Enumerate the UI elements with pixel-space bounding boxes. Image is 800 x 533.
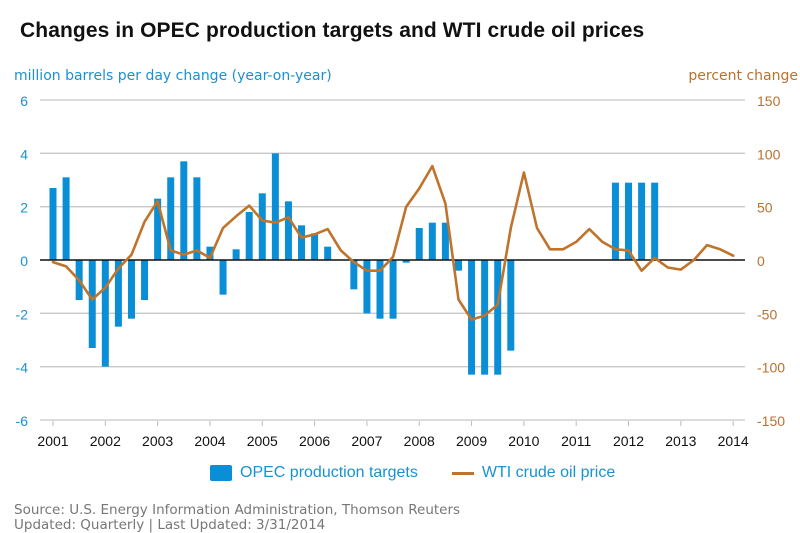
opec-bar [127, 260, 135, 319]
left-tick-label: -6 [16, 413, 29, 429]
x-tick-label: 2006 [299, 433, 330, 449]
opec-bar [219, 260, 227, 295]
x-tick-label: 2009 [456, 433, 487, 449]
opec-bar [350, 260, 358, 290]
wti-line [51, 164, 735, 322]
x-tick-label: 2012 [613, 433, 644, 449]
x-tick-label: 2014 [718, 433, 749, 449]
legend-line-label: WTI crude oil price [481, 464, 616, 481]
opec-bar [507, 260, 515, 351]
opec-bar [376, 260, 384, 319]
opec-bar [389, 260, 397, 319]
opec-bar [428, 222, 436, 260]
right-tick-label: -100 [757, 360, 785, 376]
opec-bar [441, 222, 449, 260]
opec-bar [232, 249, 240, 260]
source-note: Source: U.S. Energy Information Administ… [14, 502, 461, 518]
x-tick-label: 2011 [561, 433, 591, 449]
opec-bar [245, 212, 253, 260]
opec-bar [651, 182, 659, 260]
x-tick-label: 2010 [508, 433, 539, 449]
opec-bar [141, 260, 149, 300]
left-axis-label: million barrels per day change (year-on-… [14, 68, 332, 84]
x-tick-label: 2008 [404, 433, 435, 449]
opec-bar [193, 177, 201, 260]
opec-bar [415, 228, 423, 260]
x-tick-label: 2013 [665, 433, 696, 449]
x-tick-label: 2007 [351, 433, 382, 449]
chart-title: Changes in OPEC production targets and W… [20, 19, 645, 42]
footer: Source: U.S. Energy Information Administ… [14, 503, 460, 533]
opec-bar [258, 193, 266, 260]
opec-bar [324, 246, 332, 260]
legend-line-swatch [451, 471, 474, 475]
legend: OPEC production targets WTI crude oil pr… [210, 464, 615, 482]
update-note: Updated: Quarterly | Last Updated: 3/31/… [14, 517, 326, 533]
x-tick-label: 2004 [194, 433, 225, 449]
opec-bar [154, 198, 162, 260]
opec-bar [167, 177, 175, 260]
opec-bar [62, 177, 70, 260]
right-tick-label: -50 [757, 306, 777, 322]
right-tick-label: 100 [757, 146, 781, 162]
x-tick-label: 2001 [37, 433, 68, 449]
opec-bar [49, 188, 57, 260]
opec-bar [638, 182, 646, 260]
right-axis-label: percent change [688, 68, 798, 84]
left-tick-label: 2 [20, 200, 28, 216]
left-tick-label: 6 [20, 93, 28, 109]
left-tick-label: 4 [20, 146, 28, 162]
opec-bar [271, 153, 279, 260]
left-axis-ticks: 6 4 2 0 -2 -4 -6 [16, 93, 29, 429]
opec-bar [311, 233, 319, 260]
opec-bar [114, 260, 122, 327]
opec-bar [180, 161, 188, 260]
right-tick-label: -150 [757, 413, 785, 429]
opec-bar [402, 260, 410, 263]
x-tick-label: 2003 [142, 433, 173, 449]
right-tick-label: 50 [757, 200, 773, 216]
right-axis-ticks: 150 100 50 0 -50 -100 -150 [757, 93, 785, 429]
opec-bar [88, 260, 96, 348]
legend-bar-label: OPEC production targets [240, 464, 418, 481]
opec-bar [625, 182, 633, 260]
right-tick-label: 150 [757, 93, 781, 109]
opec-bar [494, 260, 502, 375]
left-tick-label: 0 [20, 253, 28, 269]
left-tick-label: -4 [16, 360, 29, 376]
opec-bar [101, 260, 109, 367]
x-axis-ticks: 2001 2002 2003 2004 2005 2006 2007 2008 2009 2010… [37, 421, 749, 449]
opec-bar [284, 201, 292, 260]
opec-bar [611, 182, 619, 260]
opec-bar [454, 260, 462, 271]
legend-bar-swatch [210, 465, 232, 481]
line-series [51, 164, 735, 322]
x-tick-label: 2002 [90, 433, 121, 449]
x-tick-label: 2005 [247, 433, 278, 449]
left-tick-label: -2 [16, 306, 29, 322]
bar-series [49, 153, 659, 375]
opec-bar [298, 225, 306, 260]
opec-bar [363, 260, 371, 314]
opec-bar [206, 246, 214, 260]
opec-bar [481, 260, 489, 375]
right-tick-label: 0 [757, 253, 765, 269]
